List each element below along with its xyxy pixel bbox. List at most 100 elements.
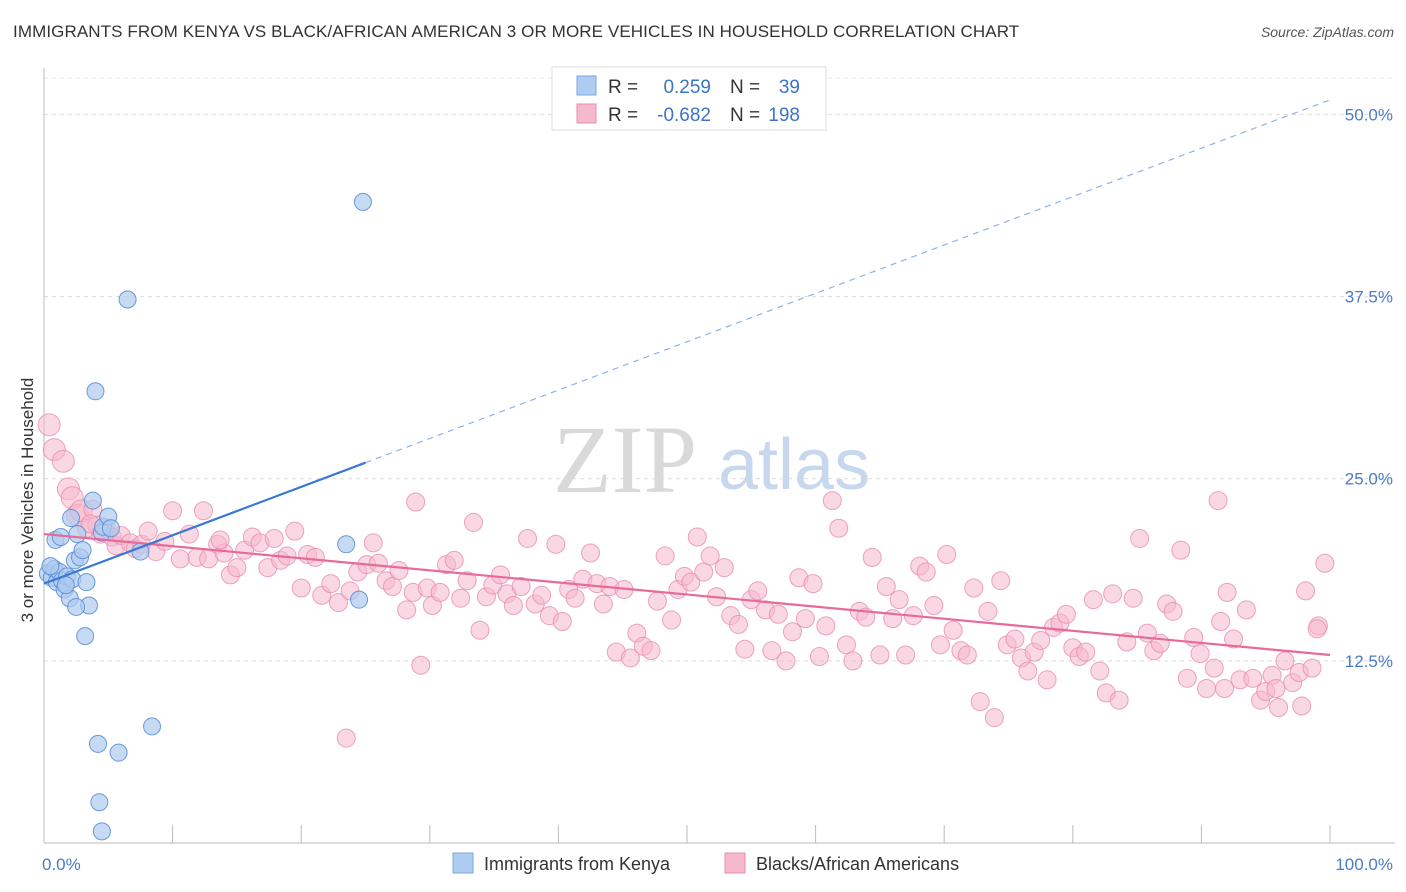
point-black-146 xyxy=(1018,661,1038,681)
point-black-87 xyxy=(620,648,640,668)
chart-title: IMMIGRANTS FROM KENYA VS BLACK/AFRICAN A… xyxy=(13,22,1020,41)
point-black-128 xyxy=(896,645,916,665)
point-black-97 xyxy=(687,527,707,547)
legend-box xyxy=(551,66,827,131)
trend-lines xyxy=(43,99,1331,657)
point-black-103 xyxy=(728,614,748,634)
point-black-156 xyxy=(1083,590,1103,610)
point-kenya-27 xyxy=(90,793,109,812)
y-tick-label-0: 12.5% xyxy=(1345,652,1393,671)
point-kenya-38 xyxy=(67,597,86,616)
legend-n-value-2: 198 xyxy=(768,105,800,126)
point-black-41 xyxy=(305,547,325,567)
point-black-177 xyxy=(1224,629,1244,649)
point-black-54 xyxy=(397,600,417,620)
point-black-142 xyxy=(991,571,1011,591)
watermark-zip: ZIP xyxy=(553,406,697,513)
point-black-134 xyxy=(937,544,957,564)
point-black-45 xyxy=(336,728,356,748)
point-black-184 xyxy=(1269,697,1289,717)
point-black-65 xyxy=(470,620,490,640)
point-black-197 xyxy=(1215,679,1235,699)
point-black-56 xyxy=(411,655,431,675)
legend-n-label-2: N = xyxy=(730,105,760,126)
point-black-137 xyxy=(957,645,977,665)
point-kenya-31 xyxy=(143,717,162,736)
source-credit: Source: ZipAtlas.com xyxy=(1260,24,1394,40)
point-black-125 xyxy=(876,577,896,597)
point-black-118 xyxy=(829,518,849,538)
point-black-114 xyxy=(803,574,823,594)
point-black-176 xyxy=(1217,582,1237,602)
point-black-131 xyxy=(916,562,936,582)
legend-r-value-2: -0.682 xyxy=(657,105,711,126)
point-black-172 xyxy=(1190,644,1210,664)
point-kenya-28 xyxy=(92,822,111,841)
point-kenya-16 xyxy=(73,541,92,560)
point-black-21 xyxy=(163,501,183,521)
bottom-legend-swatch-pink xyxy=(724,852,746,874)
point-black-185 xyxy=(1275,651,1295,671)
point-black-90 xyxy=(641,641,661,661)
point-black-140 xyxy=(978,601,998,621)
point-kenya-30 xyxy=(118,290,137,309)
point-black-192 xyxy=(1292,696,1312,716)
point-black-18 xyxy=(138,521,158,541)
point-black-99 xyxy=(700,546,720,566)
legend-n-label-1: N = xyxy=(730,77,760,98)
point-black-23 xyxy=(179,524,199,544)
legend-r-label-1: R = xyxy=(608,77,638,98)
point-black-38 xyxy=(285,521,305,541)
point-black-169 xyxy=(1171,540,1191,560)
x-tick-label-1: 100.0% xyxy=(1335,855,1393,874)
point-black-30 xyxy=(227,558,247,578)
point-black-50 xyxy=(368,553,388,573)
point-black-61 xyxy=(444,550,464,570)
point-black-194 xyxy=(406,492,426,512)
point-black-44 xyxy=(328,593,348,613)
point-black-68 xyxy=(491,565,511,585)
series-immigrants-from-kenya xyxy=(38,192,372,841)
trend-line-kenya xyxy=(43,461,366,585)
point-black-106 xyxy=(748,581,768,601)
point-black-193 xyxy=(1208,491,1228,511)
point-kenya-26 xyxy=(89,734,108,753)
point-black-76 xyxy=(546,534,566,554)
point-black-162 xyxy=(1123,588,1143,608)
point-black-71 xyxy=(511,577,531,597)
point-kenya-24 xyxy=(101,519,120,538)
point-black-115 xyxy=(809,646,829,666)
point-black-124 xyxy=(870,645,890,665)
legend-swatch-blue xyxy=(576,75,597,96)
x-tick-label-0: 0.0% xyxy=(42,855,81,874)
point-black-188 xyxy=(1296,581,1316,601)
point-kenya-13 xyxy=(62,509,81,528)
point-kenya-17 xyxy=(77,573,96,592)
bottom-legend: Immigrants from Kenya Blacks/African Ame… xyxy=(452,852,959,874)
point-black-175 xyxy=(1211,612,1231,632)
point-black-180 xyxy=(1243,668,1263,688)
point-black-195 xyxy=(210,530,230,550)
point-black-152 xyxy=(1056,604,1076,624)
point-black-108 xyxy=(762,641,782,661)
point-black-49 xyxy=(363,533,383,553)
point-black-148 xyxy=(1031,630,1051,650)
point-black-199 xyxy=(1307,619,1327,639)
point-kenya-29 xyxy=(109,743,128,762)
point-black-179 xyxy=(1236,600,1256,620)
point-black-189 xyxy=(1302,658,1322,678)
point-black-98 xyxy=(694,562,714,582)
watermark-atlas: atlas xyxy=(718,425,870,505)
point-black-119 xyxy=(836,635,856,655)
point-black-135 xyxy=(943,620,963,640)
point-black-123 xyxy=(862,547,882,567)
point-black-139 xyxy=(970,692,990,712)
point-black-64 xyxy=(464,512,484,532)
point-black-101 xyxy=(714,558,734,578)
point-black-168 xyxy=(1163,601,1183,621)
point-black-170 xyxy=(1177,668,1197,688)
point-kenya-14 xyxy=(68,525,87,544)
point-black-133 xyxy=(930,635,950,655)
point-black-110 xyxy=(776,651,796,671)
